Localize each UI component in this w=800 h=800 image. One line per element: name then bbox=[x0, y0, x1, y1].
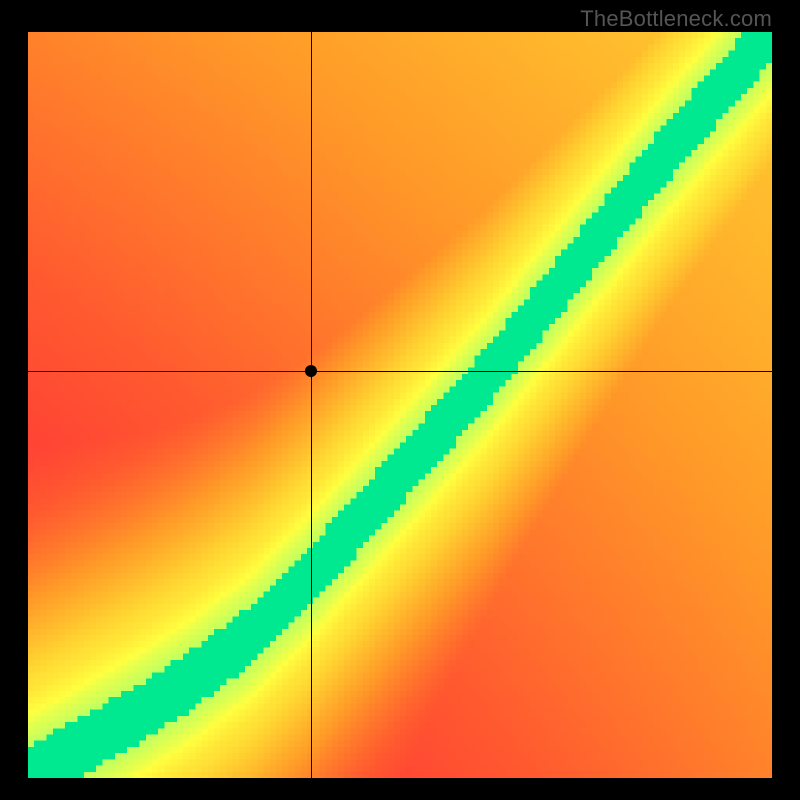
selection-marker bbox=[305, 365, 317, 377]
heatmap-canvas bbox=[28, 32, 772, 778]
watermark: TheBottleneck.com bbox=[580, 6, 772, 32]
plot-frame bbox=[28, 32, 772, 778]
crosshair-vertical bbox=[311, 32, 312, 778]
crosshair-horizontal bbox=[28, 371, 772, 372]
